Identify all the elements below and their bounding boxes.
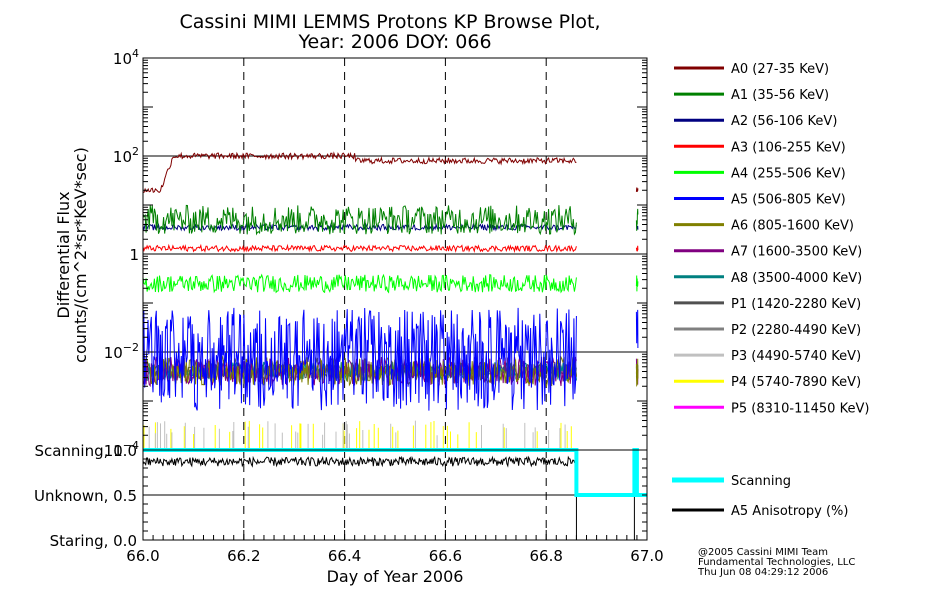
chart-title-line-1: Cassini MIMI LEMMS Protons KP Browse Plo… — [179, 11, 600, 33]
legend-label: A7 (1600-3500 KeV) — [731, 245, 862, 260]
x-tick-label: 66.6 — [429, 547, 462, 565]
series-line-a0 — [142, 151, 639, 194]
series-line-p4 — [143, 420, 572, 448]
chart-title-line-2: Year: 2006 DOY: 066 — [297, 31, 491, 53]
legend-label: A5 (506-805 KeV) — [731, 193, 846, 208]
y-tick-label: 10−4 — [104, 439, 139, 460]
bottom-legend: Scanning A5 Anisotropy (%) — [672, 474, 848, 519]
credit-line-2: Fundamental Technologies, LLC — [698, 557, 855, 568]
x-ticks: 66.0 66.2 66.4 66.6 66.8 67.0 — [126, 530, 664, 565]
credit-line-3: Thu Jun 08 04:29:12 2006 — [697, 567, 828, 578]
y-axis-label: Differential Flux counts/(cm^2*sr*KeV*se… — [54, 147, 90, 363]
chart-title: Cassini MIMI LEMMS Protons KP Browse Plo… — [179, 11, 600, 53]
series-line-p3 — [148, 420, 566, 448]
series-line-a4 — [142, 273, 639, 294]
bottom-y-tick-label: Unknown, 0.5 — [34, 487, 137, 505]
y-tick-label: 104 — [113, 47, 139, 68]
bottom-panel-y-ticks: Scanning, 1.0 Unknown, 0.5 Staring, 0.0 — [34, 442, 647, 550]
series-line-a5 — [142, 307, 639, 411]
y-axis-label-line-2: counts/(cm^2*sr*KeV*sec) — [71, 147, 90, 363]
x-tick-label: 66.4 — [328, 547, 361, 565]
series-line-a5-anisotropy — [142, 455, 577, 468]
x-axis-label: Day of Year 2006 — [327, 567, 464, 586]
legend-label: P1 (1420-2280 KeV) — [731, 297, 861, 312]
legend-label: P3 (4490-5740 KeV) — [731, 349, 861, 364]
legend: A0 (27-35 KeV) A1 (35-56 KeV) A2 (56-106 K… — [674, 62, 869, 416]
y-tick-label: 10−2 — [104, 341, 139, 362]
legend-label: A6 (805-1600 KeV) — [731, 219, 854, 234]
series-line-scanning — [143, 448, 647, 497]
bottom-y-tick-label: Staring, 0.0 — [50, 532, 137, 550]
bottom-y-tick-label: Scanning, 1.0 — [34, 442, 137, 460]
legend-label: A3 (106-255 KeV) — [731, 140, 846, 155]
legend-label: A0 (27-35 KeV) — [731, 62, 829, 77]
legend-label: A2 (56-106 KeV) — [731, 114, 837, 129]
y-tick-label: 102 — [113, 145, 139, 166]
series-line-a3 — [142, 243, 639, 254]
y-tick-label: 1 — [129, 246, 139, 264]
y-axis-label-line-1: Differential Flux — [54, 191, 73, 318]
credit-line-1: @2005 Cassini MIMI Team — [698, 547, 828, 558]
top-panel-y-ticks: 104 102 1 10−2 10−4 — [104, 47, 647, 460]
series-line-a1 — [142, 204, 639, 236]
credits: @2005 Cassini MIMI Team Fundamental Tech… — [697, 547, 855, 578]
legend-label: A5 Anisotropy (%) — [731, 504, 848, 519]
legend-label: P2 (2280-4490 KeV) — [731, 323, 861, 338]
legend-label: A4 (255-506 KeV) — [731, 166, 846, 181]
top-panel-data — [142, 151, 639, 448]
x-tick-label: 66.0 — [126, 547, 159, 565]
top-panel-grid — [143, 57, 647, 451]
legend-label: A1 (35-56 KeV) — [731, 88, 829, 103]
x-tick-label: 66.8 — [529, 547, 562, 565]
legend-label: Scanning — [731, 474, 791, 489]
legend-label: A8 (3500-4000 KeV) — [731, 271, 862, 286]
bottom-panel-data — [142, 448, 647, 540]
legend-label: P5 (8310-11450 KeV) — [731, 401, 869, 416]
x-tick-label: 66.2 — [227, 547, 260, 565]
x-tick-label: 67.0 — [630, 547, 663, 565]
legend-label: P4 (5740-7890 KeV) — [731, 375, 861, 390]
